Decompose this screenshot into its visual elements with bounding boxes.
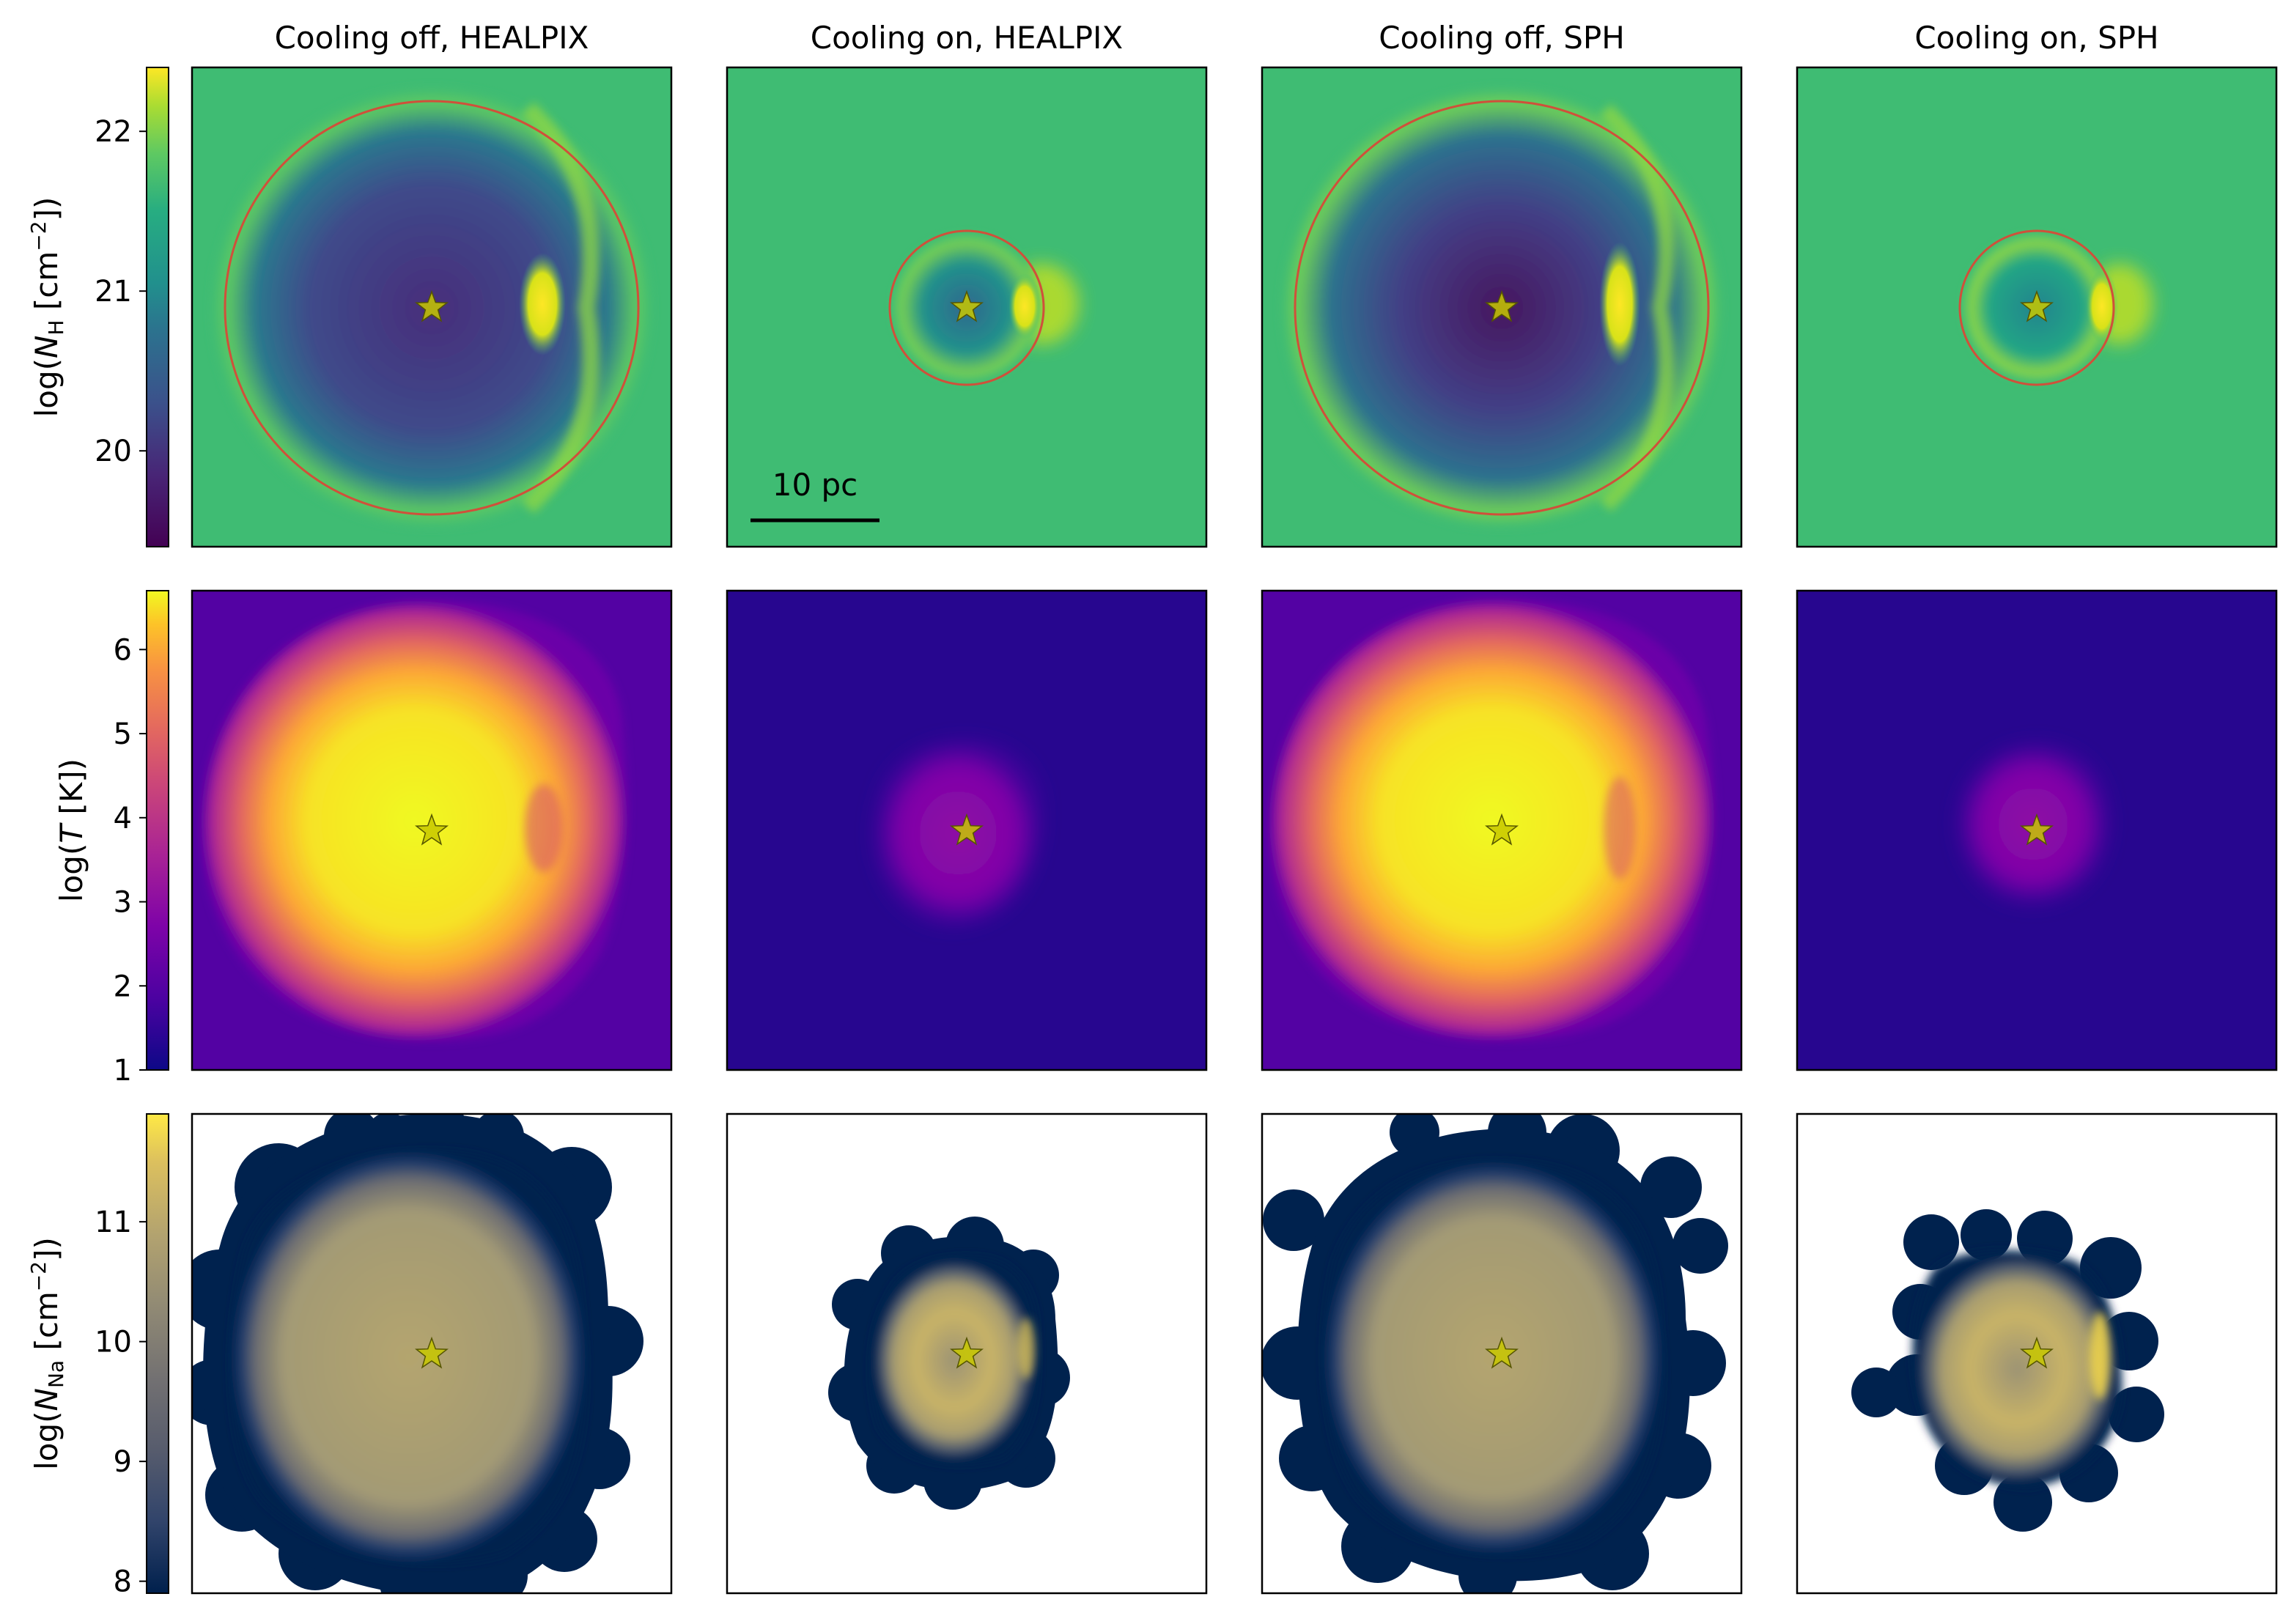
star-marker — [1485, 289, 1519, 322]
colorbar-tick-label: 2 — [114, 970, 132, 1003]
nh-shell-cap — [1599, 242, 1640, 366]
scale-bar-label: 10 pc — [772, 467, 858, 503]
column-title-2: Cooling on, HEALPIX — [811, 20, 1123, 56]
panel-t-cooling-off-sph — [1262, 591, 1741, 1070]
star-markers — [415, 289, 2054, 1369]
row-column-density-na — [191, 1112, 2278, 1595]
column-title-3: Cooling off, SPH — [1379, 20, 1625, 56]
column-title-1: Cooling off, HEALPIX — [275, 20, 589, 56]
colorbar-t-bar — [146, 590, 169, 1071]
na-blob-interior — [1324, 1161, 1663, 1554]
panel-frame — [191, 66, 673, 548]
radius-circle — [1294, 100, 1710, 516]
star-marker — [415, 1336, 449, 1369]
radius-circle — [224, 100, 640, 516]
colorbar-tick-label: 22 — [95, 115, 132, 149]
colorbar-tick-label: 5 — [114, 717, 132, 751]
colorbar-tick-label: 1 — [114, 1054, 132, 1088]
panel-frame — [191, 589, 673, 1071]
colorbar-tick-label: 21 — [95, 275, 132, 309]
t-cool-notch — [1604, 777, 1636, 879]
panel-frame — [1796, 66, 2278, 548]
panel-frame — [1261, 1112, 1743, 1595]
colorbar-tick-label: 9 — [114, 1445, 132, 1479]
t-cool-notch — [525, 784, 563, 872]
panel-frame — [726, 1112, 1208, 1595]
panel-frame — [1796, 1112, 2278, 1595]
colorbar-tick-label: 4 — [114, 802, 132, 835]
colorbar-tick-label: 8 — [114, 1565, 132, 1599]
column-title-4: Cooling on, SPH — [1914, 20, 2158, 56]
star-marker — [950, 813, 984, 846]
star-marker — [2020, 813, 2054, 846]
star-marker — [1485, 1336, 1519, 1369]
colorbar-t-label: log(T [K]) — [54, 759, 89, 902]
panel-frame — [191, 1112, 673, 1595]
colorbar-tick-label: 3 — [114, 886, 132, 920]
colorbar-nh: 20 21 22 log(NH [cm−2]) — [26, 67, 169, 547]
na-shell-bright — [2090, 1312, 2110, 1400]
na-shell-bright — [1017, 1318, 1035, 1379]
radius-circle — [1958, 229, 2115, 386]
panel-frame — [726, 66, 1208, 548]
colorbar-na: 8 9 10 11 log(NNa [cm−2]) — [26, 1113, 169, 1599]
panel-na-cooling-on-sph — [1797, 1114, 2276, 1593]
na-blob-interior — [230, 1151, 586, 1564]
star-marker — [950, 1336, 984, 1369]
t-hot-region — [1269, 599, 1714, 1041]
star-marker — [2020, 289, 2054, 322]
colorbar-nh-label: log(NH [cm−2]) — [26, 197, 68, 418]
panel-frame — [1796, 589, 2278, 1071]
radius-circle — [888, 229, 1045, 386]
star-marker — [1485, 813, 1519, 846]
colorbar-tick-label: 11 — [95, 1206, 132, 1239]
colorbar-tick-label: 6 — [114, 633, 132, 667]
row-column-density-h: 10 pc — [191, 66, 2278, 548]
nh-shell-cap — [1008, 273, 1041, 339]
t-warm-region — [873, 739, 1043, 927]
nh-shell-arc — [1599, 103, 1675, 512]
star-marker — [415, 289, 449, 322]
colorbar-tick-label: 10 — [95, 1326, 132, 1359]
panel-t-cooling-off-healpix — [192, 591, 671, 1070]
na-blob-interior — [1912, 1250, 2122, 1488]
star-marker — [950, 289, 984, 322]
colorbar-nh-bar — [146, 67, 169, 547]
star-marker — [2020, 1336, 2054, 1369]
panel-frame — [726, 589, 1208, 1071]
row-temperature — [191, 589, 2278, 1071]
colorbar-na-label: log(NNa [cm−2]) — [26, 1237, 68, 1470]
panel-frame — [1261, 66, 1743, 548]
star-marker — [415, 813, 449, 846]
colorbar-t: 1 2 3 4 5 6 log(T [K]) — [54, 590, 169, 1088]
t-hot-region — [201, 601, 627, 1041]
nh-shell-arc — [521, 102, 600, 514]
colorbar-tick-label: 20 — [95, 435, 132, 468]
nh-shell-cap — [519, 253, 566, 355]
colorbar-na-bar — [146, 1113, 169, 1594]
panel-frame — [1261, 589, 1743, 1071]
na-blob-interior — [870, 1255, 1039, 1465]
panel-na-cooling-on-healpix — [727, 1114, 1206, 1593]
